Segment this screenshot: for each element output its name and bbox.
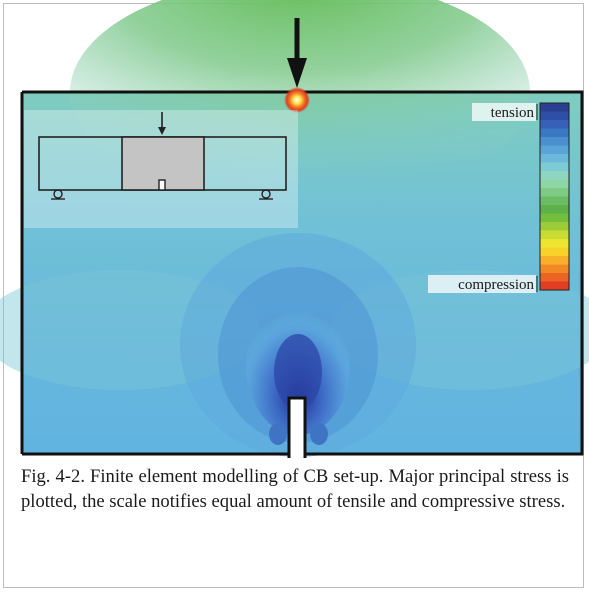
color-scale-band: [540, 281, 569, 291]
notch-blob-right: [310, 423, 328, 445]
figure-caption: Fig. 4-2. Finite element modelling of CB…: [21, 466, 569, 512]
load-arrow-head: [287, 58, 307, 88]
color-scale-band: [540, 162, 569, 172]
notch-tip-core: [274, 334, 322, 410]
notch-outline: [287, 396, 307, 458]
stress-color-scale: [540, 103, 569, 291]
color-scale-band: [540, 179, 569, 189]
color-scale-band: [540, 205, 569, 214]
notch-blob-left: [269, 423, 287, 445]
notch: [289, 398, 305, 458]
color-scale-band: [540, 111, 569, 121]
compression-label-bg: [428, 275, 536, 293]
color-scale-band: [540, 171, 569, 180]
load-point-hotspot: [284, 87, 310, 113]
color-scale-band: [540, 154, 569, 163]
color-scale-band: [540, 247, 569, 257]
color-scale-band: [540, 196, 569, 206]
color-scale-band: [540, 264, 569, 274]
inset-support-right: [261, 189, 271, 199]
fem-stress-plot: tension compression: [0, 0, 589, 458]
inset-beam-schematic: [38, 112, 287, 200]
color-scale-border: [539, 102, 570, 291]
compression-label: compression: [458, 277, 534, 293]
color-scale-band: [540, 230, 569, 240]
inset-notch: [158, 179, 166, 191]
color-scale-band: [540, 273, 569, 282]
color-scale-band: [540, 145, 569, 155]
color-scale-band: [540, 103, 569, 112]
color-scale-band: [540, 239, 569, 248]
inset-load-head: [158, 127, 166, 135]
color-scale-band: [540, 137, 569, 146]
color-scale-band: [540, 188, 569, 197]
tension-label: tension: [491, 105, 535, 121]
color-scale-band: [540, 213, 569, 223]
color-scale-band: [540, 128, 569, 138]
color-scale-band: [540, 120, 569, 129]
color-scale-band: [540, 222, 569, 231]
color-scale-band: [540, 256, 569, 265]
tension-label-bg: [472, 103, 536, 121]
inset-support-left: [53, 189, 63, 199]
